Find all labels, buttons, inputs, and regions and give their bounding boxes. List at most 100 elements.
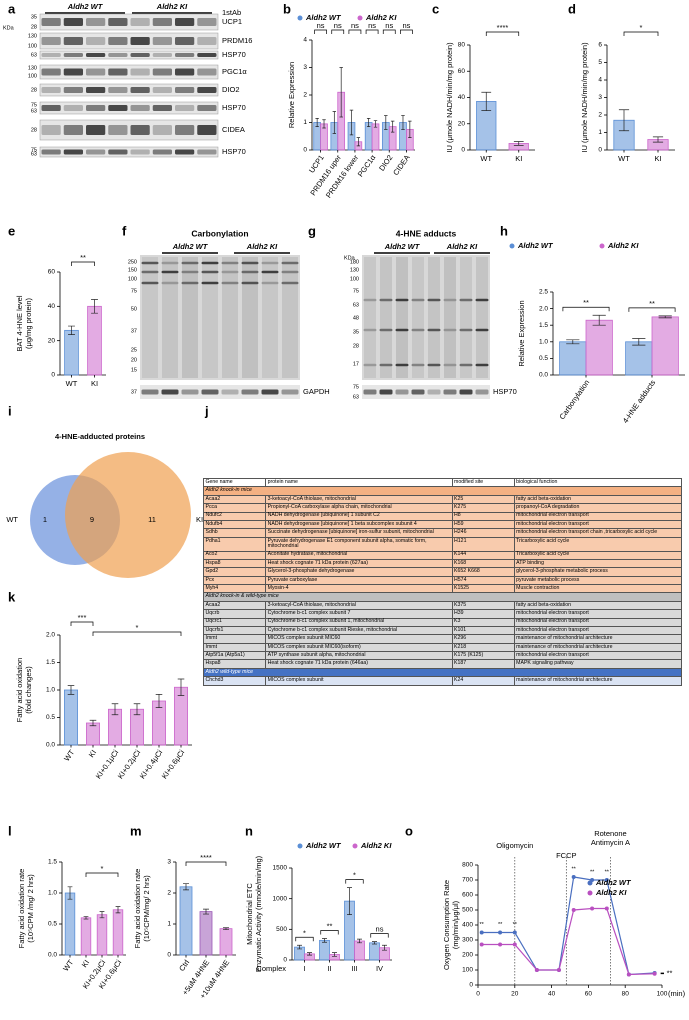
table-cell: maintenance of mitochondrial architectur… [513, 676, 683, 686]
blot-band [181, 389, 199, 395]
marker-label: 75 [353, 384, 359, 390]
legend-label: Aldh2 WT [517, 241, 554, 250]
significance-label: ns [368, 21, 376, 30]
table-cell: K175 (K125) [451, 651, 515, 661]
legend-label: Aldh2 WT [305, 13, 342, 22]
y-axis-label: (fold changes) [24, 666, 33, 714]
group-label: Aldh2 KI [156, 2, 188, 11]
blot-band [86, 37, 106, 45]
header-cell: biological function [513, 477, 683, 488]
blot-band [175, 125, 195, 135]
error-bar [91, 299, 98, 314]
significance-label: ns [334, 21, 342, 30]
y-tick-label: 1 [303, 119, 307, 126]
table-cell: Aco2 [202, 550, 267, 560]
table-cell: Acaa2 [202, 600, 267, 611]
blot-band [201, 270, 219, 274]
blot-band [130, 37, 150, 45]
bar [199, 911, 213, 956]
bar [96, 914, 108, 956]
blot-title: 4-HNE adducts [396, 228, 457, 238]
significance-label: ** [498, 922, 503, 928]
table-cell: Cytochrome b-c1 complex subunit Rieske, … [265, 625, 453, 636]
gel-lane [282, 257, 298, 378]
error-bar [177, 678, 185, 696]
blot-band [181, 281, 199, 285]
significance-bracket [314, 29, 327, 34]
y-tick-label: 2.0 [539, 305, 548, 312]
significance-label: ** [327, 922, 333, 931]
blot-strip [39, 119, 219, 141]
significance-bracket [623, 31, 659, 36]
y-tick-label: 1000 [273, 895, 288, 902]
blot-band [108, 53, 128, 57]
y-tick-label: 0.5 [46, 714, 55, 721]
gel-lane [242, 257, 258, 378]
legend-marker [357, 15, 363, 21]
x-tick-label: PGC1α [356, 153, 378, 179]
blot-band [152, 105, 172, 111]
table-cell: Succinate dehydrogenase [ubiquinone] iro… [265, 528, 453, 538]
significance-bracket [185, 861, 227, 866]
blot-band [197, 125, 217, 135]
x-tick-label: KI [654, 154, 661, 163]
table-row: Immt MICOS complex subunit MIC60(isoform)… [202, 642, 683, 653]
blot-band [41, 125, 61, 135]
gel-lane [428, 257, 440, 378]
legend-label: Aldh2 WT [305, 841, 342, 850]
antibody-header: 1stAb [222, 8, 241, 17]
table-cell: propanoyl-CoA degradation [513, 503, 683, 513]
x-tick-label: I [303, 964, 305, 973]
blot-band [86, 125, 106, 135]
blot-band [443, 389, 457, 395]
y-tick-label: 20 [48, 337, 56, 344]
significance-bracket [562, 306, 610, 312]
significance-bracket [400, 29, 413, 34]
group-row: Aldh2 knock-in mice [203, 486, 682, 496]
marker-label: 25 [131, 347, 137, 353]
table-cell: NADH dehydrogenase [ubiquinone] 1 subuni… [265, 511, 453, 521]
blot-band [141, 389, 159, 395]
blot-band [363, 298, 377, 302]
group-row: Aldh2 wild-type mice [203, 667, 682, 678]
y-tick-label: 0 [283, 957, 287, 964]
error-bar [632, 338, 646, 346]
blot-band [379, 363, 393, 367]
error-bar [658, 315, 672, 319]
y-tick-label: 2 [598, 112, 602, 119]
marker-label: 35 [31, 14, 37, 20]
blot-band [141, 270, 159, 274]
significance-bracket [320, 930, 339, 935]
marker-label: 180 [350, 259, 359, 265]
marker-label: 63 [31, 151, 37, 157]
y-tick-label: 0 [303, 147, 307, 154]
error-bar [67, 886, 73, 900]
blot-band [152, 149, 172, 155]
gel [362, 255, 490, 380]
gel-lane [380, 257, 392, 378]
legend-label: Aldh2 WT [595, 878, 632, 887]
blot-band [108, 87, 128, 93]
gel-lane [262, 257, 278, 378]
point [556, 968, 561, 972]
x-tick-label: Carbonylation [557, 378, 591, 421]
point [571, 908, 576, 912]
blot-band [152, 18, 172, 26]
table-cell: H574 [451, 575, 515, 586]
blot-band [197, 53, 217, 57]
blot-band [363, 328, 377, 332]
point [652, 971, 657, 976]
y-axis-label: Mitochondrial ETC [245, 883, 254, 945]
venn-count: 11 [148, 515, 156, 524]
blot-title: Carbonylation [191, 228, 248, 238]
y-tick-label: 60 [458, 68, 466, 75]
blot-band [197, 18, 217, 26]
table-cell: Glycerol-3-phosphate dehydrogenase [265, 567, 453, 577]
y-tick-label: 800 [462, 862, 473, 869]
blot-strip [39, 146, 219, 158]
error-bar [322, 938, 327, 943]
table-cell: H59 [451, 519, 515, 530]
blot-band [221, 389, 239, 395]
